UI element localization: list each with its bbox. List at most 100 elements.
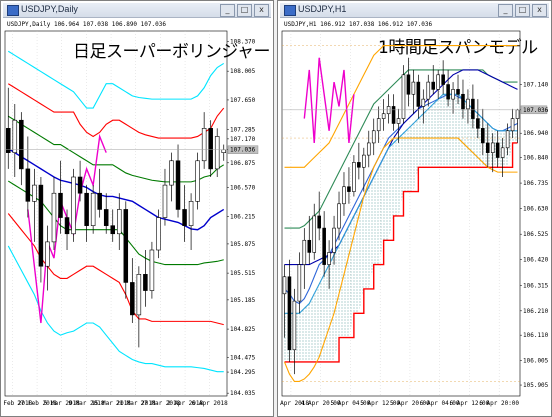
candle-body	[515, 109, 520, 119]
candle-body	[446, 84, 450, 100]
candle-body	[38, 184, 44, 267]
y-tick-label: 106.110	[523, 332, 549, 339]
candle-body	[347, 186, 351, 192]
series-line--2-	[7, 83, 225, 139]
y-tick-label: 106.210	[523, 308, 549, 315]
x-tick-label: 21 Mar 2018	[116, 400, 156, 407]
candle-body	[77, 176, 83, 194]
series-line--1-	[7, 180, 224, 266]
candle-body	[123, 209, 129, 283]
y-tick-label: 105.905	[523, 382, 549, 389]
candle-body	[476, 118, 480, 129]
candle-body	[466, 98, 470, 110]
candle-body	[381, 113, 386, 119]
candle-body	[51, 192, 57, 243]
plot-frame	[4, 30, 228, 397]
minimize-button[interactable]: _	[220, 4, 235, 17]
x-tick-label: 5 Apr 12:00	[360, 400, 400, 407]
chart-window-icon	[284, 5, 296, 16]
y-tick-label: 105.185	[230, 297, 256, 304]
candle-body	[401, 74, 406, 119]
close-button[interactable]: x	[254, 4, 269, 17]
minimize-button[interactable]: _	[498, 4, 513, 17]
candle-body	[208, 128, 213, 170]
candle-body	[421, 98, 426, 107]
candle-body	[362, 154, 366, 168]
daily-window-titlebar[interactable]: USDJPY,Daily _ □ x	[3, 3, 271, 18]
h1-chart-window[interactable]: USDJPY,H1 _ □ x USDJPY,H1 106.912 107.03…	[277, 0, 552, 417]
candle-body	[490, 142, 495, 153]
span-cloud	[284, 94, 518, 362]
h1-window-titlebar[interactable]: USDJPY,H1 _ □ x	[280, 3, 549, 18]
candle-body	[406, 74, 411, 95]
daily-window-title: USDJPY,Daily	[21, 4, 78, 14]
series-line-lower-band	[283, 137, 518, 382]
series-line-span-a	[284, 93, 518, 314]
current-price-label: 107.036	[230, 147, 256, 154]
y-tick-label: 104.825	[230, 326, 256, 333]
candle-body	[214, 136, 220, 170]
series-line--3-	[7, 245, 224, 373]
maximize-button[interactable]: □	[515, 4, 530, 17]
close-button[interactable]: x	[532, 4, 547, 17]
series-line--1-	[7, 115, 225, 183]
series-line-lagging	[303, 57, 355, 144]
candle-body	[110, 225, 115, 235]
plot-frame	[281, 30, 521, 397]
x-tick-label: 5 Mar 2018	[44, 400, 81, 407]
candle-body	[84, 192, 89, 226]
candle-body	[302, 239, 307, 265]
y-tick-label: 107.650	[230, 97, 256, 104]
y-tick-label: 107.140	[523, 82, 549, 89]
candle-body	[471, 98, 475, 119]
daily-ohlc-info: USDJPY,Daily 106.964 107.038 106.890 107…	[7, 21, 166, 28]
candle-body	[352, 162, 356, 192]
candle-body	[317, 215, 321, 229]
candle-body	[90, 192, 96, 226]
h1-chart-title: 1時間足スパンモデル	[378, 38, 538, 58]
candle-body	[456, 89, 460, 95]
y-tick-label: 107.285	[230, 127, 256, 134]
x-tick-label: 4 Apr 20:00	[301, 400, 341, 407]
y-tick-label: 106.215	[230, 213, 256, 220]
series-line--3-	[7, 50, 225, 109]
x-tick-label: 21 Feb 2018	[1, 400, 33, 407]
candle-body	[396, 118, 401, 124]
maximize-button[interactable]: □	[237, 4, 252, 17]
daily-chart-window[interactable]: USDJPY,Daily _ □ x USDJPY,Daily 106.964 …	[0, 0, 274, 417]
x-tick-label: 6 Apr 12:00	[450, 400, 490, 407]
x-tick-label: 9 Mar 2018	[68, 400, 105, 407]
x-tick-label: 2 Apr 2018	[167, 400, 204, 407]
series-line-span-b-stair-	[284, 142, 518, 363]
y-tick-label: 104.475	[230, 354, 256, 361]
h1-ohlc-info: USDJPY,H1 106.912 107.038 106.912 107.03…	[284, 21, 433, 28]
y-tick-label: 106.940	[523, 130, 549, 137]
y-tick-label: 104.295	[230, 369, 256, 376]
y-tick-label: 108.005	[230, 68, 256, 75]
y-tick-label: 106.570	[230, 185, 256, 192]
candle-body	[58, 192, 63, 218]
x-tick-label: 15 Mar 2018	[91, 400, 131, 407]
x-tick-label: 5 Apr 04:00	[331, 400, 371, 407]
series-line-upper-band	[284, 45, 518, 168]
y-tick-label: 106.735	[523, 180, 549, 187]
x-tick-label: 27 Mar 2018	[141, 400, 181, 407]
candle-body	[322, 227, 326, 265]
current-price-box	[520, 105, 548, 115]
x-tick-label: 4 Apr 2018	[278, 400, 309, 407]
candle-body	[64, 217, 70, 235]
y-tick-label: 106.875	[230, 160, 256, 167]
candle-body	[162, 184, 168, 218]
candle-body	[312, 215, 317, 253]
y-tick-label: 106.315	[523, 282, 549, 289]
candle-body	[371, 130, 376, 144]
candle-body	[485, 142, 490, 153]
x-tick-label: 27 Feb 2018	[17, 400, 57, 407]
y-tick-label: 108.370	[230, 39, 256, 46]
y-tick-label: 104.035	[230, 390, 256, 397]
candle-body	[201, 128, 207, 162]
candle-body	[136, 274, 142, 316]
candle-body	[130, 282, 135, 316]
